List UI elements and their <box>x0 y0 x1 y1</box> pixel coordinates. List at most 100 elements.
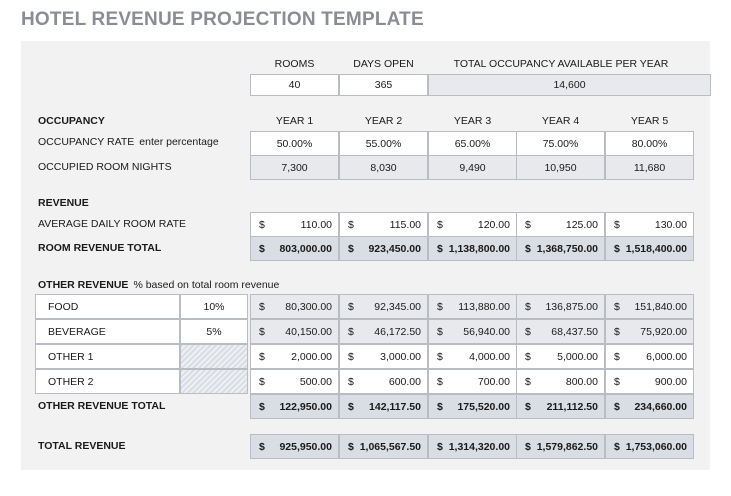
occupancy-rate-input-3[interactable]: 65.00% <box>428 131 517 156</box>
currency-symbol: $ <box>525 440 531 453</box>
total-revenue-2[interactable]: $1,065,567.50 <box>339 434 428 459</box>
other-revenue-total-4[interactable]: $211,112.50 <box>516 394 605 419</box>
currency-symbol: $ <box>259 300 265 313</box>
other-revenue-total-3[interactable]: $175,520.00 <box>428 394 517 419</box>
occupancy-rate-input-5[interactable]: 80.00% <box>605 131 694 156</box>
other-revenue-value-2-4[interactable]: $68,437.50 <box>516 319 605 344</box>
occupancy-rate-label: OCCUPANCY RATE enter percentage <box>38 131 219 153</box>
total-occupancy-value: 14,600 <box>428 74 711 96</box>
other-revenue-value-3-4[interactable]: $5,000.00 <box>516 344 605 369</box>
total-revenue-3[interactable]: $1,314,320.00 <box>428 434 517 459</box>
amount-value: 120.00 <box>477 218 510 231</box>
other-revenue-value-1-1[interactable]: $80,300.00 <box>250 294 339 319</box>
days-open-header: DAYS OPEN <box>353 58 414 70</box>
other-revenue-value-3-5[interactable]: $6,000.00 <box>605 344 694 369</box>
other-revenue-value-1-2[interactable]: $92,345.00 <box>339 294 428 319</box>
room-revenue-total-2[interactable]: $923,450.00 <box>339 236 428 261</box>
occupancy-rate-input-4[interactable]: 75.00% <box>516 131 605 156</box>
occupied-nights-value-2: 8,030 <box>339 155 428 180</box>
other-revenue-name-3[interactable]: OTHER 1 <box>35 344 180 369</box>
amount-value: 92,345.00 <box>374 300 421 313</box>
total-revenue-4[interactable]: $1,579,862.50 <box>516 434 605 459</box>
amount-value: 110.00 <box>300 218 332 231</box>
other-revenue-total-label: OTHER REVENUE TOTAL <box>38 400 166 412</box>
currency-symbol: $ <box>525 400 531 413</box>
total-revenue-5[interactable]: $1,753,060.00 <box>605 434 694 459</box>
currency-symbol: $ <box>614 242 620 255</box>
occupied-nights-value-5: 11,680 <box>605 155 694 180</box>
amount-value: 122,950.00 <box>279 400 332 413</box>
currency-symbol: $ <box>525 375 531 388</box>
currency-symbol: $ <box>614 325 620 338</box>
other-revenue-name-1[interactable]: FOOD <box>35 294 180 319</box>
currency-symbol: $ <box>614 218 620 231</box>
other-revenue-value-2-2[interactable]: $46,172.50 <box>339 319 428 344</box>
currency-symbol: $ <box>348 242 354 255</box>
year-header-5: YEAR 5 <box>630 115 669 127</box>
other-revenue-value-3-1[interactable]: $2,000.00 <box>250 344 339 369</box>
amount-value: 130.00 <box>654 218 687 231</box>
currency-symbol: $ <box>437 350 443 363</box>
amount-value: 6,000.00 <box>646 350 687 363</box>
currency-symbol: $ <box>437 218 443 231</box>
amount-value: 46,172.50 <box>374 325 421 338</box>
revenue-section-label: REVENUE <box>38 197 89 209</box>
year-header-2: YEAR 2 <box>364 115 403 127</box>
rooms-input[interactable]: 40 <box>250 74 339 96</box>
other-revenue-total-5[interactable]: $234,660.00 <box>605 394 694 419</box>
amount-value: 923,450.00 <box>368 242 421 255</box>
adr-input-2[interactable]: $115.00 <box>339 212 428 237</box>
total-revenue-1[interactable]: $925,950.00 <box>250 434 339 459</box>
other-revenue-total-2[interactable]: $142,117.50 <box>339 394 428 419</box>
occupancy-rate-text: OCCUPANCY RATE <box>38 136 135 148</box>
other-revenue-value-4-4[interactable]: $800.00 <box>516 369 605 394</box>
amount-value: 5,000.00 <box>557 350 598 363</box>
other-revenue-value-1-3[interactable]: $113,880.00 <box>428 294 517 319</box>
other-revenue-value-3-3[interactable]: $4,000.00 <box>428 344 517 369</box>
other-revenue-value-3-2[interactable]: $3,000.00 <box>339 344 428 369</box>
other-revenue-value-2-1[interactable]: $40,150.00 <box>250 319 339 344</box>
adr-input-4[interactable]: $125.00 <box>516 212 605 237</box>
other-revenue-value-2-5[interactable]: $75,920.00 <box>605 319 694 344</box>
amount-value: 3,000.00 <box>380 350 421 363</box>
amount-value: 80,300.00 <box>285 300 332 313</box>
currency-symbol: $ <box>614 400 620 413</box>
other-revenue-value-4-5[interactable]: $900.00 <box>605 369 694 394</box>
adr-input-1[interactable]: $110.00 <box>250 212 339 237</box>
adr-input-3[interactable]: $120.00 <box>428 212 517 237</box>
currency-symbol: $ <box>259 375 265 388</box>
other-revenue-pct-2[interactable]: 5% <box>180 319 248 344</box>
amount-value: 142,117.50 <box>369 400 421 413</box>
other-revenue-value-4-2[interactable]: $600.00 <box>339 369 428 394</box>
currency-symbol: $ <box>437 375 443 388</box>
adr-input-5[interactable]: $130.00 <box>605 212 694 237</box>
days-open-input[interactable]: 365 <box>339 74 428 96</box>
occupied-nights-value-3: 9,490 <box>428 155 517 180</box>
currency-symbol: $ <box>437 300 443 313</box>
occupancy-rate-input-1[interactable]: 50.00% <box>250 131 339 156</box>
other-revenue-name-2[interactable]: BEVERAGE <box>35 319 180 344</box>
amount-value: 1,518,400.00 <box>625 242 687 255</box>
other-revenue-value-2-3[interactable]: $56,940.00 <box>428 319 517 344</box>
currency-symbol: $ <box>259 242 265 255</box>
other-revenue-name-4[interactable]: OTHER 2 <box>35 369 180 394</box>
room-revenue-total-4[interactable]: $1,368,750.00 <box>516 236 605 261</box>
adr-label: AVERAGE DAILY ROOM RATE <box>38 218 187 230</box>
amount-value: 700.00 <box>477 375 510 388</box>
occupied-nights-value-4: 10,950 <box>516 155 605 180</box>
room-revenue-total-3[interactable]: $1,138,800.00 <box>428 236 517 261</box>
other-revenue-total-1[interactable]: $122,950.00 <box>250 394 339 419</box>
other-revenue-value-4-1[interactable]: $500.00 <box>250 369 339 394</box>
currency-symbol: $ <box>259 350 265 363</box>
amount-value: 175,520.00 <box>457 400 510 413</box>
other-revenue-note: % based on total room revenue <box>133 279 280 291</box>
room-revenue-total-1[interactable]: $803,000.00 <box>250 236 339 261</box>
other-revenue-value-1-5[interactable]: $151,840.00 <box>605 294 694 319</box>
room-revenue-total-5[interactable]: $1,518,400.00 <box>605 236 694 261</box>
occupancy-rate-input-2[interactable]: 55.00% <box>339 131 428 156</box>
year-header-1: YEAR 1 <box>275 115 314 127</box>
other-revenue-value-4-3[interactable]: $700.00 <box>428 369 517 394</box>
other-revenue-value-1-4[interactable]: $136,875.00 <box>516 294 605 319</box>
other-revenue-pct-1[interactable]: 10% <box>180 294 248 319</box>
currency-symbol: $ <box>437 440 443 453</box>
